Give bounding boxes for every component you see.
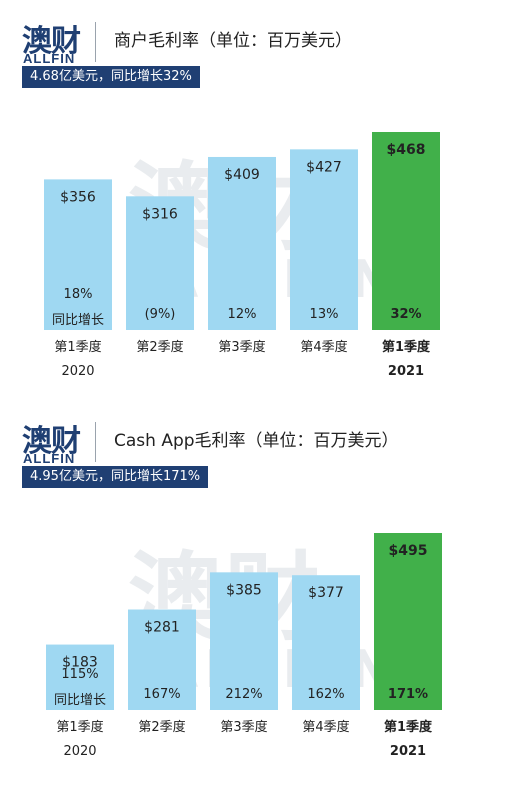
bar-group: $468 32% 第1季度 2021 [372,132,440,379]
bar [46,644,114,710]
category-label: 第3季度 [220,719,267,735]
growth-label: 12% [228,307,257,322]
category-year-label: 2020 [61,364,94,379]
bar [208,156,276,330]
cashapp-bar-chart: $183 115% 同比增长第1季度 2020 $281 167% 第2季度 $385 212%… [0,420,515,790]
value-label: $495 [389,543,428,559]
bar-highlight [372,132,440,330]
value-label: $316 [142,206,178,222]
bar-group: $495 171% 第1季度 2021 [374,533,442,759]
bar [290,149,358,330]
growth-label: (9%) [145,307,176,322]
bar-group: $409 12% 第3季度 [208,156,276,355]
bar-group: $316 (9%) 第2季度 [126,196,194,355]
bar-group: $281 167% 第2季度 [128,609,196,735]
bar-group: $377 162% 第4季度 [292,575,360,735]
title-divider [95,422,96,462]
logo-en-text: ALLFIN [23,51,76,66]
growth-label: 162% [307,687,344,702]
yoy-caption: 同比增长 [52,313,104,328]
allfin-logo: 澳财 ALLFIN [22,420,88,470]
category-label: 第2季度 [136,339,183,355]
category-label: 第4季度 [302,719,349,735]
growth-label: 32% [390,307,421,322]
title-divider [95,22,96,62]
yoy-caption: 同比增长 [54,693,106,708]
category-label: 第1季度 [382,339,431,355]
value-label: $427 [306,159,342,175]
value-label: $385 [226,582,262,598]
allfin-logo: 澳财 ALLFIN [22,20,88,70]
chart-title: Cash App毛利率（单位：百万美元） [114,431,399,451]
growth-label: 13% [310,307,339,322]
bar-group: $427 13% 第4季度 [290,149,358,355]
bar [44,179,112,330]
category-year-label: 2021 [388,364,424,379]
logo-en-text: ALLFIN [23,451,76,466]
category-year-label: 2020 [63,744,96,759]
chart-title: 商户毛利率（单位：百万美元） [114,31,352,51]
growth-label: 18% [64,287,93,302]
cashapp-panel: 澳财 ALLFIN Cash App毛利率（单位：百万美元） 4.95亿美元，同… [0,420,515,790]
category-label: 第1季度 [384,719,433,735]
value-label: $468 [387,142,426,158]
bar-highlight [374,533,442,710]
bar [126,196,194,330]
category-label: 第1季度 [56,719,103,735]
summary-banner: 4.95亿美元，同比增长171% [22,466,209,488]
value-label: $183 [62,655,98,671]
bar-group: $385 212% 第3季度 [210,572,278,735]
value-label: $281 [144,620,180,636]
value-label: $377 [308,585,344,601]
logo-cn-text: 澳财 [22,24,81,59]
category-label: 第4季度 [300,339,347,355]
merchant-panel: 澳财 ALLFIN 商户毛利率（单位：百万美元） 4.68亿美元，同比增长32%… [0,20,515,390]
logo-cn-text: 澳财 [22,424,81,459]
growth-label: 171% [388,687,428,702]
category-label: 第3季度 [218,339,265,355]
value-label: $409 [224,167,260,183]
bar [210,572,278,710]
summary-banner: 4.68亿美元，同比增长32% [22,66,200,88]
growth-label: 167% [143,687,180,702]
value-label: $356 [60,189,96,205]
category-label: 第1季度 [54,339,101,355]
bar [128,609,196,710]
category-label: 第2季度 [138,719,185,735]
category-year-label: 2021 [390,744,426,759]
merchant-bar-chart: $356 18% 同比增长第1季度 2020 $316 (9%) 第2季度 $409 12% 第3… [0,20,515,390]
bar [292,575,360,710]
growth-label: 212% [225,687,262,702]
growth-label: 115% [61,667,98,682]
